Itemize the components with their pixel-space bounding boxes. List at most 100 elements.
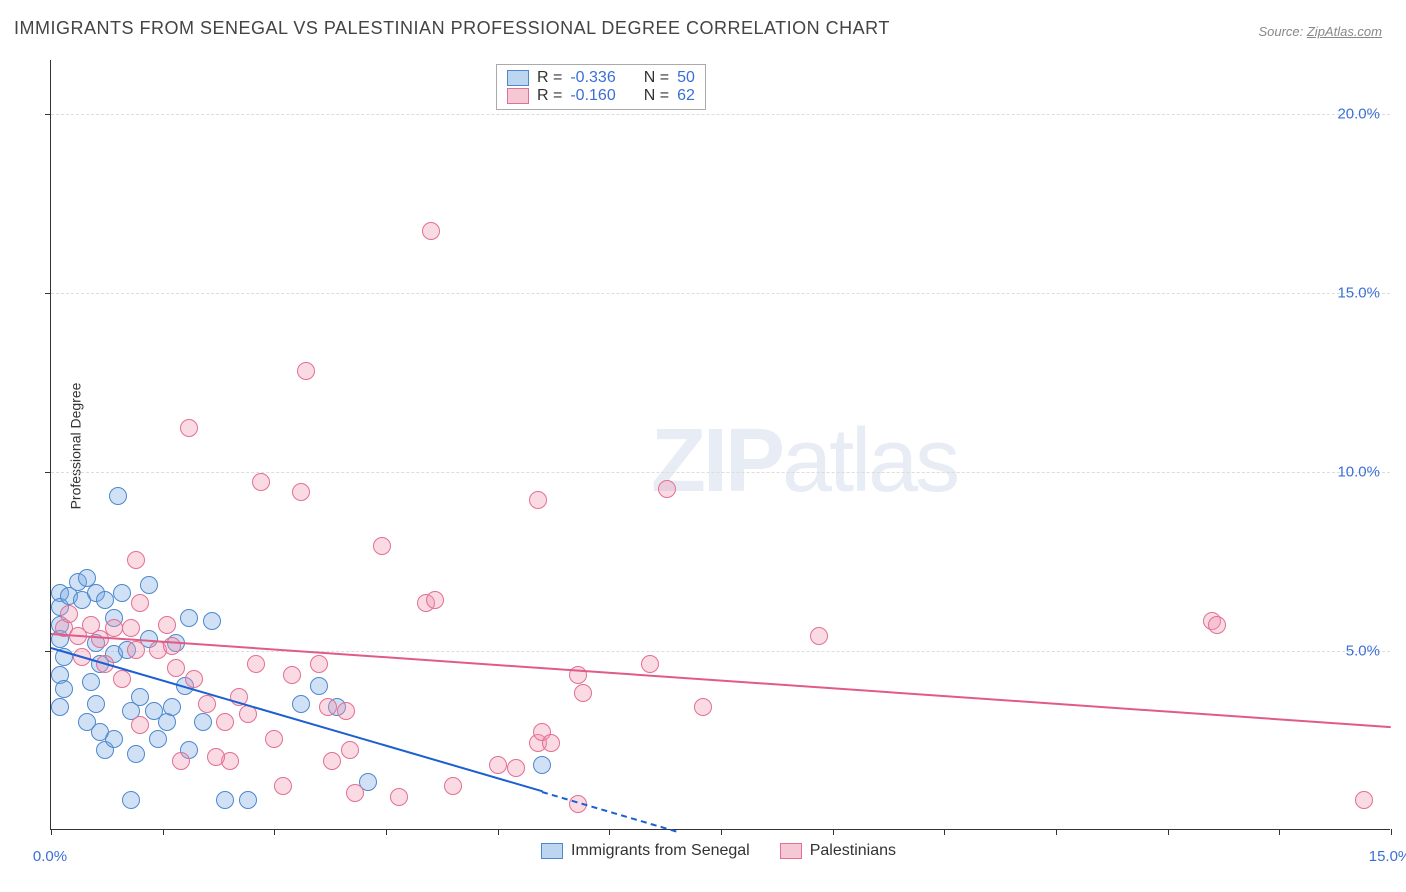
scatter-point-senegal <box>180 609 198 627</box>
x-tick <box>274 829 275 835</box>
scatter-point-palestinians <box>444 777 462 795</box>
legend-r-value-senegal: -0.336 <box>570 69 615 87</box>
scatter-point-palestinians <box>426 591 444 609</box>
scatter-point-palestinians <box>489 756 507 774</box>
gridline <box>51 472 1390 473</box>
scatter-point-senegal <box>140 576 158 594</box>
scatter-point-senegal <box>131 688 149 706</box>
gridline <box>51 651 1390 652</box>
legend-bottom-swatch-senegal <box>541 843 563 859</box>
x-tick <box>609 829 610 835</box>
gridline <box>51 114 1390 115</box>
scatter-point-palestinians <box>1355 791 1373 809</box>
legend-n-value-senegal: 50 <box>677 69 695 87</box>
scatter-point-palestinians <box>122 619 140 637</box>
scatter-point-palestinians <box>337 702 355 720</box>
y-tick <box>45 114 51 115</box>
y-tick-label: 20.0% <box>1337 105 1380 122</box>
scatter-point-palestinians <box>60 605 78 623</box>
scatter-point-senegal <box>216 791 234 809</box>
scatter-point-palestinians <box>542 734 560 752</box>
scatter-point-palestinians <box>167 659 185 677</box>
y-tick-label: 10.0% <box>1337 463 1380 480</box>
legend-bottom-swatch-palestinians <box>780 843 802 859</box>
source-link[interactable]: ZipAtlas.com <box>1307 24 1382 39</box>
legend-r-value-palestinians: -0.160 <box>570 87 615 105</box>
scatter-point-palestinians <box>529 491 547 509</box>
legend-stats-row-senegal: R = -0.336 N = 50 <box>507 69 695 87</box>
legend-bottom-label-senegal: Immigrants from Senegal <box>571 842 750 860</box>
legend-swatch-palestinians <box>507 88 529 104</box>
legend-item-palestinians[interactable]: Palestinians <box>780 842 896 860</box>
gridline <box>51 293 1390 294</box>
scatter-point-palestinians <box>641 655 659 673</box>
scatter-point-senegal <box>109 487 127 505</box>
scatter-point-palestinians <box>172 752 190 770</box>
scatter-point-senegal <box>310 677 328 695</box>
scatter-point-senegal <box>105 730 123 748</box>
scatter-point-senegal <box>96 591 114 609</box>
scatter-point-palestinians <box>274 777 292 795</box>
scatter-point-senegal <box>51 698 69 716</box>
legend-series: Immigrants from Senegal Palestinians <box>541 842 896 860</box>
scatter-point-palestinians <box>390 788 408 806</box>
y-tick-label: 5.0% <box>1346 642 1380 659</box>
legend-item-senegal[interactable]: Immigrants from Senegal <box>541 842 750 860</box>
watermark: ZIPatlas <box>651 410 957 513</box>
scatter-point-palestinians <box>113 670 131 688</box>
legend-stats: R = -0.336N = 50R = -0.160N = 62 <box>496 64 706 110</box>
y-tick <box>45 651 51 652</box>
scatter-point-palestinians <box>658 480 676 498</box>
x-tick <box>51 829 52 835</box>
scatter-point-senegal <box>87 695 105 713</box>
trend-line-dashed-senegal <box>542 791 677 832</box>
scatter-point-palestinians <box>127 641 145 659</box>
x-tick <box>163 829 164 835</box>
scatter-point-palestinians <box>216 713 234 731</box>
scatter-point-palestinians <box>373 537 391 555</box>
x-tick-label: 0.0% <box>33 848 67 865</box>
x-tick-label: 15.0% <box>1369 848 1406 865</box>
x-tick <box>498 829 499 835</box>
x-tick <box>1391 829 1392 835</box>
x-tick <box>1168 829 1169 835</box>
scatter-point-senegal <box>55 680 73 698</box>
legend-n-label: N = <box>644 69 669 87</box>
scatter-point-palestinians <box>283 666 301 684</box>
scatter-point-senegal <box>203 612 221 630</box>
scatter-point-palestinians <box>127 551 145 569</box>
legend-swatch-senegal <box>507 70 529 86</box>
chart-title: IMMIGRANTS FROM SENEGAL VS PALESTINIAN P… <box>14 18 890 39</box>
scatter-point-palestinians <box>507 759 525 777</box>
scatter-point-palestinians <box>158 616 176 634</box>
scatter-point-senegal <box>292 695 310 713</box>
scatter-point-senegal <box>239 791 257 809</box>
legend-r-label: R = <box>537 69 562 87</box>
x-tick <box>1056 829 1057 835</box>
scatter-point-palestinians <box>422 222 440 240</box>
scatter-point-palestinians <box>810 627 828 645</box>
legend-n-label: N = <box>644 87 669 105</box>
x-tick <box>833 829 834 835</box>
scatter-point-palestinians <box>131 716 149 734</box>
scatter-point-palestinians <box>310 655 328 673</box>
y-tick <box>45 472 51 473</box>
scatter-point-palestinians <box>252 473 270 491</box>
legend-bottom-label-palestinians: Palestinians <box>810 842 896 860</box>
scatter-plot-area: ZIPatlas 5.0% 10.0% 15.0% 20.0% R = -0.336 N … <box>50 60 1390 830</box>
scatter-point-palestinians <box>185 670 203 688</box>
scatter-point-senegal <box>194 713 212 731</box>
source-prefix: Source: <box>1258 24 1306 39</box>
y-tick-label: 15.0% <box>1337 284 1380 301</box>
scatter-point-palestinians <box>105 619 123 637</box>
scatter-point-senegal <box>122 791 140 809</box>
scatter-point-palestinians <box>207 748 225 766</box>
x-tick <box>944 829 945 835</box>
scatter-point-senegal <box>533 756 551 774</box>
scatter-point-senegal <box>113 584 131 602</box>
scatter-point-palestinians <box>346 784 364 802</box>
scatter-point-palestinians <box>131 594 149 612</box>
scatter-point-palestinians <box>247 655 265 673</box>
scatter-point-palestinians <box>198 695 216 713</box>
scatter-point-palestinians <box>574 684 592 702</box>
